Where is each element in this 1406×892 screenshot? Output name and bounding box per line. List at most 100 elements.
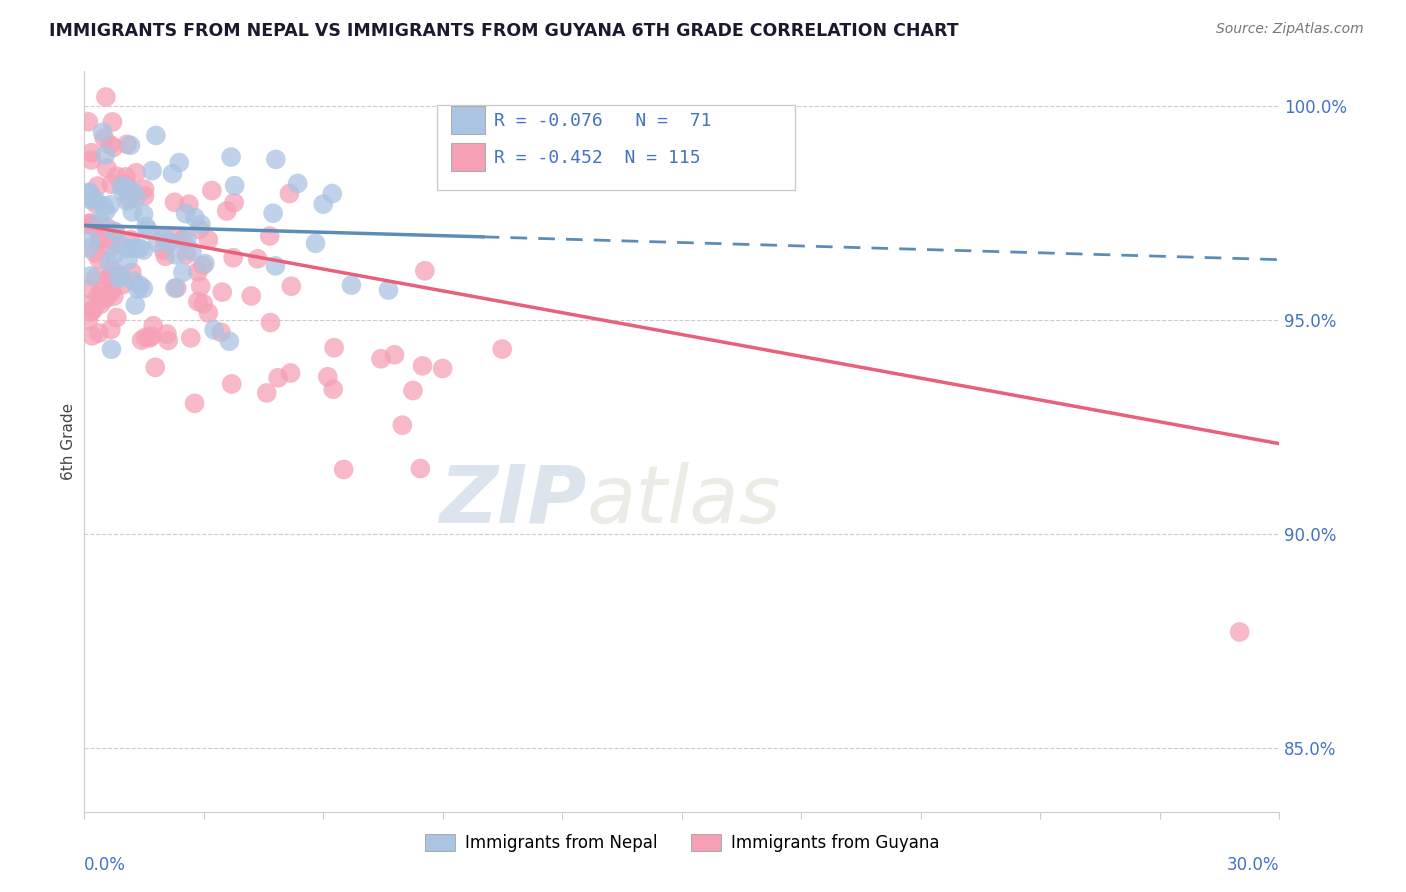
Point [256, 385, 278, 400]
Point [77, 313, 100, 327]
Point [221, 376, 243, 391]
Point [211, 285, 233, 299]
Point [80, 305, 103, 319]
Point [103, 289, 125, 303]
Point [110, 238, 132, 252]
Point [77, 186, 100, 200]
Point [370, 351, 392, 366]
Point [96, 161, 118, 175]
Point [117, 180, 139, 194]
Point [432, 361, 454, 376]
Point [166, 281, 188, 295]
Point [127, 282, 149, 296]
Point [259, 229, 281, 244]
Point [121, 205, 143, 219]
Point [162, 167, 184, 181]
Point [194, 256, 217, 270]
Point [191, 258, 214, 272]
Point [409, 461, 432, 475]
Point [98, 270, 121, 285]
Point [80, 192, 103, 206]
Point [77, 297, 100, 311]
Point [278, 186, 301, 201]
Point [128, 241, 150, 255]
Point [117, 253, 139, 268]
Point [100, 342, 122, 356]
Point [83, 245, 105, 260]
Point [121, 184, 143, 198]
Point [121, 265, 143, 279]
Point [167, 229, 190, 244]
Point [193, 296, 215, 310]
Point [332, 462, 354, 476]
Point [145, 128, 167, 143]
Point [100, 240, 122, 254]
Point [79, 268, 101, 283]
Point [120, 233, 142, 247]
Point [134, 182, 156, 196]
Point [131, 333, 153, 347]
Point [176, 232, 198, 246]
Point [391, 418, 413, 433]
Point [87, 288, 110, 302]
Point [152, 228, 174, 243]
Point [90, 283, 112, 297]
Point [132, 207, 155, 221]
Point [135, 219, 157, 234]
Point [176, 247, 198, 261]
Point [100, 322, 122, 336]
Point [101, 115, 124, 129]
Point [264, 259, 287, 273]
Point [280, 366, 302, 380]
Point [108, 268, 131, 283]
Point [110, 178, 132, 193]
Point [163, 195, 186, 210]
Y-axis label: 6th Grade: 6th Grade [60, 403, 76, 480]
Point [96, 220, 118, 235]
Point [287, 177, 309, 191]
Point [105, 310, 128, 325]
Text: R = -0.076   N =  71: R = -0.076 N = 71 [495, 112, 711, 130]
Point [491, 342, 513, 356]
Point [163, 281, 186, 295]
Point [110, 268, 132, 282]
Point [304, 236, 326, 251]
Point [87, 326, 110, 340]
Point [267, 371, 290, 385]
Text: IMMIGRANTS FROM NEPAL VS IMMIGRANTS FROM GUYANA 6TH GRADE CORRELATION CHART: IMMIGRANTS FROM NEPAL VS IMMIGRANTS FROM… [49, 22, 959, 40]
Point [183, 396, 205, 410]
Point [79, 233, 101, 247]
Point [180, 331, 202, 345]
Point [340, 278, 363, 293]
Point [159, 235, 181, 249]
Text: 0.0%: 0.0% [84, 856, 127, 874]
Point [134, 330, 156, 344]
Point [120, 138, 142, 153]
Point [132, 243, 155, 257]
Point [187, 294, 209, 309]
FancyBboxPatch shape [437, 104, 796, 190]
Point [384, 348, 406, 362]
Point [262, 206, 284, 220]
Point [1229, 624, 1251, 639]
Point [82, 329, 104, 343]
Point [146, 235, 169, 250]
Point [84, 194, 107, 208]
Point [86, 179, 108, 194]
Point [209, 326, 232, 340]
Point [118, 193, 141, 207]
Point [174, 207, 197, 221]
Point [134, 189, 156, 203]
Point [103, 224, 125, 238]
Point [246, 252, 269, 266]
Point [80, 153, 103, 167]
Point [100, 284, 122, 298]
Point [98, 286, 121, 301]
Point [79, 185, 101, 199]
Point [125, 166, 148, 180]
Point [153, 231, 176, 245]
Point [312, 197, 335, 211]
Point [197, 306, 219, 320]
Point [84, 270, 107, 285]
Point [197, 233, 219, 247]
